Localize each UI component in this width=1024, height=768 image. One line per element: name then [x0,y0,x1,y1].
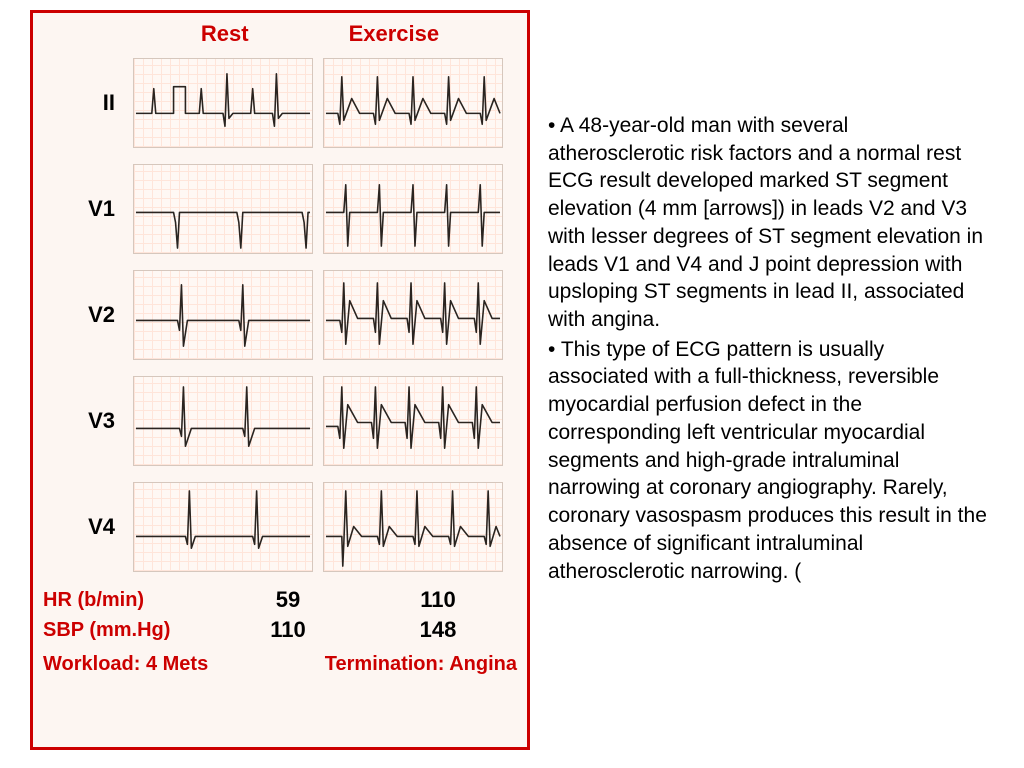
lead-label-II: II [43,90,133,116]
bullet-1: • A 48-year-old man with several atheros… [548,112,990,334]
ecg-row-V1: V1 [43,159,517,259]
trace-V2-ex [323,270,503,360]
lead-label-V2: V2 [43,302,133,328]
ecg-column-headers: Rest Exercise [43,21,517,47]
workload-value: 4 Mets [146,653,208,675]
hr-ex: 110 [363,587,513,613]
ecg-row-II: II [43,53,517,153]
bullet-2: • This type of ECG pattern is usually as… [548,336,990,585]
text-block: • A 48-year-old man with several atheros… [530,0,1024,768]
term-value: Angina [449,653,517,675]
stats-grid: HR (b/min) 59 110 SBP (mm.Hg) 110 148 [43,587,517,643]
sbp-label: SBP (mm.Hg) [43,619,213,642]
trace-V3-rest [133,376,313,466]
workload: Workload: 4 Mets [43,653,208,676]
trace-II-ex [323,58,503,148]
trace-II-rest [133,58,313,148]
term-label: Termination: [325,653,449,675]
trace-V1-ex [323,164,503,254]
workload-label: Workload: [43,653,146,675]
lead-label-V3: V3 [43,408,133,434]
ecg-row-V3: V3 [43,371,517,471]
lead-label-V4: V4 [43,514,133,540]
slide: Rest Exercise II V1 V2 V3 V4 HR (b/min) 59 1… [0,0,1024,768]
bullet-2-text: This type of ECG pattern is usually asso… [548,338,987,583]
ecg-panel: Rest Exercise II V1 V2 V3 V4 HR (b/min) 59 1… [30,10,530,750]
trace-V3-ex [323,376,503,466]
header-exercise: Exercise [349,21,440,47]
trace-V2-rest [133,270,313,360]
header-rest: Rest [201,21,249,47]
sbp-rest: 110 [213,617,363,643]
trace-V4-rest [133,482,313,572]
lead-label-V1: V1 [43,196,133,222]
trace-V4-ex [323,482,503,572]
termination: Termination: Angina [325,653,517,676]
bullet-1-text: A 48-year-old man with several atheroscl… [548,114,983,331]
hr-label: HR (b/min) [43,589,213,612]
sbp-ex: 148 [363,617,513,643]
ecg-row-V2: V2 [43,265,517,365]
bottom-line: Workload: 4 Mets Termination: Angina [43,653,517,676]
trace-V1-rest [133,164,313,254]
ecg-row-V4: V4 [43,477,517,577]
hr-rest: 59 [213,587,363,613]
